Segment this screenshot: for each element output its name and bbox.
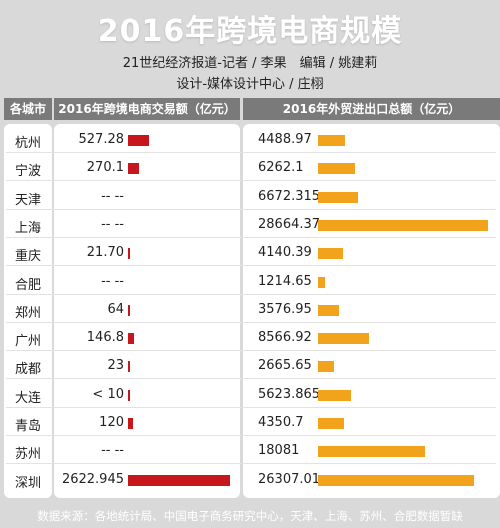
row-separator [6, 406, 496, 408]
trade-bar [318, 248, 343, 260]
trade-value-label: 2665.65 [258, 358, 312, 374]
trade-bar [318, 191, 358, 203]
row-separator [6, 350, 496, 352]
header-ecom: 2016年跨境电商交易额（亿元） [54, 98, 240, 120]
row-separator [6, 208, 496, 210]
trade-value-label: 6672.315 [258, 188, 321, 204]
trade-value-label: 6262.1 [258, 160, 304, 176]
trade-value-label: 1214.65 [258, 273, 312, 289]
chart-title: 2016年跨境电商规模 [97, 14, 403, 49]
row-separator [6, 180, 496, 182]
city-label: 天津 [14, 192, 41, 208]
city-label: 大连 [14, 390, 41, 406]
trade-bar [318, 418, 344, 429]
ecom-value-label: 23 [107, 358, 124, 374]
trade-bar [318, 135, 345, 146]
credit-line-2: 设计-媒体设计中心 / 庄栩 [176, 77, 324, 92]
trade-value-label: 4140.39 [258, 245, 312, 261]
city-label: 郑州 [14, 305, 41, 321]
trade-bar [318, 333, 369, 345]
ecom-bar [128, 135, 149, 146]
trade-bar [318, 276, 326, 288]
row-separator [6, 463, 496, 465]
trade-bar [318, 361, 334, 373]
credit-line-1: 21世纪经济报道-记者 / 李果 编辑 / 姚建莉 [122, 56, 378, 71]
city-label: 深圳 [14, 475, 41, 491]
ecom-value-label: 527.28 [78, 132, 125, 147]
trade-value-label: 18081 [258, 443, 300, 459]
ecom-bar [128, 389, 130, 401]
city-label: 上海 [14, 220, 41, 236]
city-label: 重庆 [14, 249, 41, 265]
row-separator [6, 378, 496, 380]
row-separator [6, 435, 496, 436]
city-label: 杭州 [14, 136, 41, 151]
ecom-value-label: 120 [99, 415, 124, 430]
trade-bar [318, 304, 340, 316]
trade-bar [318, 474, 475, 486]
data-source: 数据来源：各地统计局、中国电子商务研究中心，天津、上海、苏州、合肥数据暂缺 [37, 509, 463, 523]
ecom-value-label: -- -- [101, 443, 124, 459]
ecom-bar [128, 418, 133, 429]
row-separator [6, 321, 496, 323]
ecom-value-label: 146.8 [86, 330, 124, 346]
row-separator [6, 265, 496, 267]
city-label: 青岛 [14, 419, 41, 434]
trade-value-label: 28664.37 [258, 216, 321, 232]
city-label: 合肥 [14, 277, 41, 293]
trade-value-label: 4488.97 [258, 132, 312, 147]
ecom-value-label: 2622.945 [61, 471, 124, 487]
ecom-value-label: < 10 [92, 386, 124, 402]
ecom-bar [128, 248, 130, 260]
trade-value-label: 3576.95 [258, 301, 312, 317]
city-label: 宁波 [14, 164, 41, 180]
ecom-value-label: 270.1 [86, 160, 124, 176]
ecom-value-label: -- -- [101, 216, 124, 232]
trade-value-label: 5623.865 [258, 386, 321, 402]
city-label: 苏州 [14, 447, 41, 463]
header-city: 各城市 [4, 98, 52, 120]
row-separator [6, 236, 496, 238]
ecom-bar [128, 361, 130, 373]
ecom-value-label: -- -- [101, 273, 124, 289]
ecom-value-label: 64 [107, 301, 124, 317]
table-header: 各城市 2016年跨境电商交易额（亿元） 2016年外贸进出口总额（亿元） [0, 98, 500, 120]
ecom-value-label: 21.70 [86, 245, 124, 261]
trade-bar [318, 389, 352, 401]
ecom-bar [128, 163, 139, 175]
city-label: 广州 [14, 334, 41, 350]
ecom-bar [128, 474, 230, 486]
trade-bar [318, 219, 488, 231]
ecom-bar [128, 333, 134, 345]
trade-value-label: 4350.7 [258, 415, 304, 430]
row-separator [6, 293, 496, 295]
trade-value-label: 26307.01 [258, 471, 321, 487]
ecom-value-label: -- -- [101, 188, 124, 204]
header-trade: 2016年外贸进出口总额（亿元） [243, 98, 500, 120]
ecom-bar [128, 304, 131, 316]
trade-value-label: 8566.92 [258, 330, 312, 346]
city-label: 成都 [14, 362, 41, 378]
trade-bar [318, 446, 426, 458]
trade-bar [318, 163, 356, 175]
row-separator [6, 152, 496, 153]
